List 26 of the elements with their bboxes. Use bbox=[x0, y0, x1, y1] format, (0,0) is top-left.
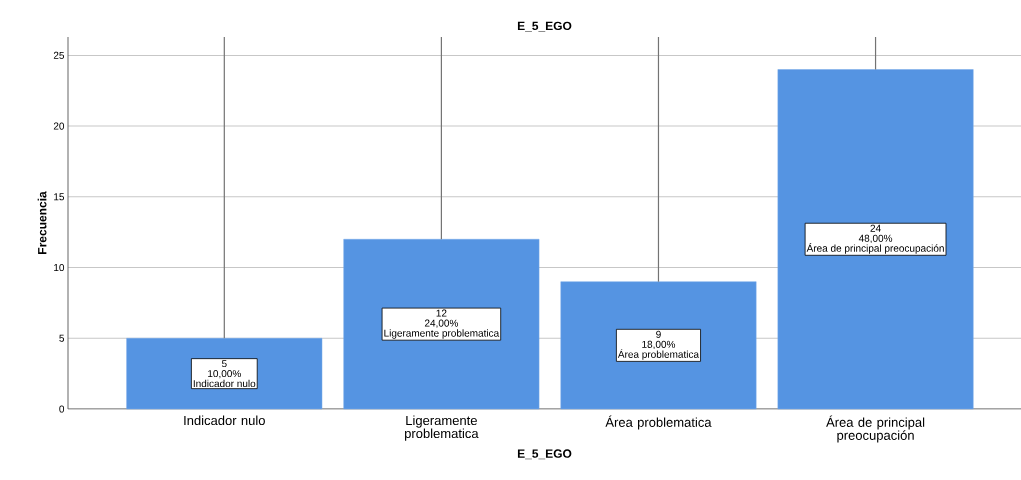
x-tick-label: Ligeramente problematica bbox=[405, 415, 479, 441]
y-tick-label: 25 bbox=[53, 51, 65, 59]
x-tick-label: Indicador nulo bbox=[184, 415, 265, 426]
chart-title: E_5_EGO bbox=[517, 21, 572, 32]
y-tick-label: 0 bbox=[59, 405, 65, 413]
x-tick-label: Área de principal preocupación bbox=[826, 415, 925, 443]
y-axis-title: Frecuencia bbox=[37, 191, 47, 254]
annotation: Indicador nulo bbox=[193, 379, 256, 388]
data-label: 9 bbox=[656, 330, 661, 338]
y-tick-label: 5 bbox=[59, 334, 65, 342]
y-tick-label: 20 bbox=[53, 122, 65, 130]
annotation: Ligeramente problematica bbox=[384, 329, 500, 339]
y-tick-label: 10 bbox=[54, 264, 65, 272]
x-axis-title: E_5_EGO bbox=[517, 449, 572, 460]
annotation: Área de principal preocupación bbox=[806, 243, 944, 254]
y-tick-label: 15 bbox=[54, 193, 65, 201]
bar bbox=[777, 69, 974, 410]
data-label: 12 bbox=[436, 309, 447, 317]
annotation: Área problematica bbox=[617, 349, 700, 360]
annotation: 24,00% bbox=[424, 319, 458, 328]
annotation: 18,00% bbox=[642, 340, 676, 350]
x-tick-label: Área problematica bbox=[605, 415, 712, 430]
annotation: 48,00% bbox=[858, 234, 893, 244]
data-label: 5 bbox=[221, 360, 227, 368]
data-label: 24 bbox=[870, 224, 881, 232]
annotation: 10,00% bbox=[208, 370, 241, 379]
